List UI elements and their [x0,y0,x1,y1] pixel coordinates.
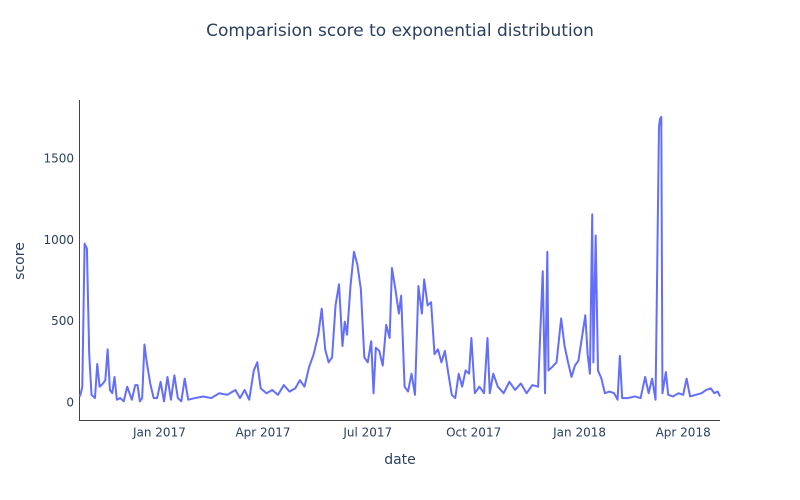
y-axis-title: score [12,242,28,280]
x-tick-label: Apr 2017 [235,426,290,440]
y-tick-label: 1000 [43,233,74,247]
x-tick-label: Jul 2017 [342,426,392,440]
y-tick-label: 500 [51,314,74,328]
y-tick-label: 1500 [43,152,74,166]
x-tick-label: Oct 2017 [446,426,501,440]
x-tick-label: Apr 2018 [656,426,711,440]
chart-title: Comparision score to exponential distrib… [206,21,594,41]
x-tick-label: Jan 2018 [552,426,606,440]
data-line [79,115,721,403]
x-axis-title: date [384,452,416,468]
x-tick-label: Jan 2017 [132,426,186,440]
y-tick-label: 0 [66,395,74,409]
